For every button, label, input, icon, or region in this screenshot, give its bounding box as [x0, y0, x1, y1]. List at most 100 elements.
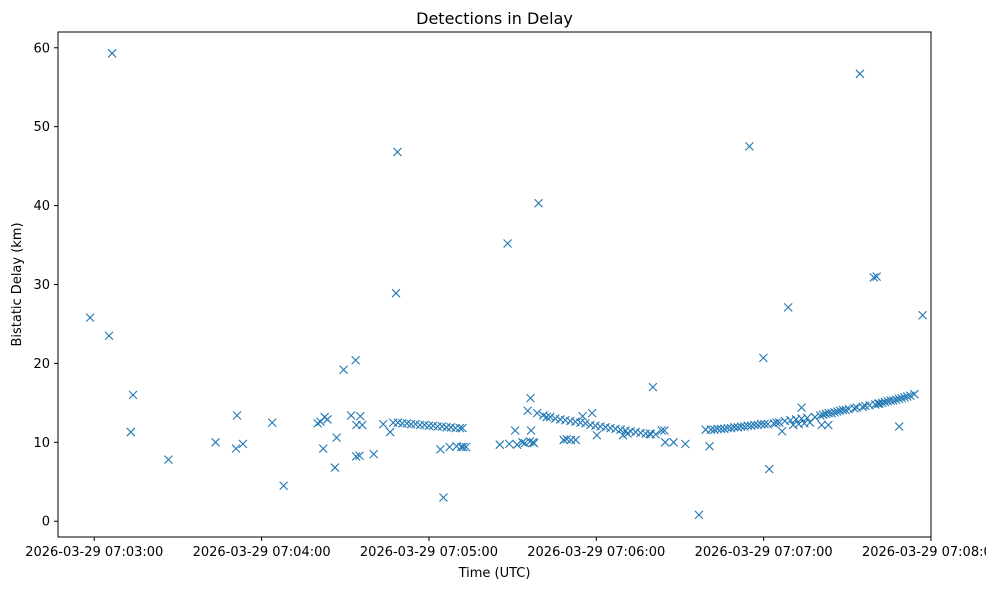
data-point — [318, 444, 328, 454]
data-point — [436, 445, 445, 454]
data-point — [128, 390, 138, 400]
data-point — [542, 412, 552, 422]
y-tick-label: 40 — [33, 199, 50, 214]
data-point — [455, 423, 465, 433]
data-point — [772, 418, 781, 427]
data-point — [764, 464, 774, 474]
data-point — [849, 403, 859, 413]
data-point — [783, 302, 793, 312]
x-tick-label: 2026-03-29 07:06:00 — [527, 545, 665, 560]
data-point — [894, 394, 904, 404]
data-point — [855, 69, 865, 79]
data-point — [369, 449, 379, 459]
data-point — [858, 402, 868, 412]
data-point — [841, 405, 851, 415]
data-point — [817, 420, 827, 430]
data-point — [458, 442, 468, 452]
data-point — [832, 407, 842, 416]
data-point — [705, 441, 714, 451]
data-point — [211, 437, 220, 447]
data-point — [532, 408, 542, 418]
data-point — [823, 420, 833, 430]
data-point — [104, 331, 114, 341]
data-point — [523, 406, 533, 416]
data-point — [398, 418, 407, 428]
data-point — [545, 412, 555, 422]
data-point — [815, 411, 825, 420]
data-point — [869, 273, 879, 282]
data-point — [503, 239, 512, 248]
data-point — [279, 481, 289, 491]
data-point — [518, 437, 527, 447]
data-point — [758, 353, 768, 363]
data-point — [330, 463, 340, 472]
data-point — [393, 147, 402, 157]
data-point — [888, 396, 898, 405]
x-axis: 2026-03-29 07:03:00 2026-03-29 07:04:00 20… — [25, 537, 986, 560]
data-point — [512, 440, 522, 450]
y-tick-label: 10 — [33, 436, 50, 451]
data-point — [680, 439, 690, 449]
data-point — [451, 423, 460, 433]
y-axis: 0 10 20 30 40 50 60 — [33, 41, 58, 530]
data-point — [900, 392, 909, 402]
x-tick-label: 2026-03-29 07:07:00 — [695, 545, 833, 560]
data-point — [797, 403, 806, 412]
data-point — [880, 397, 890, 407]
data-point — [126, 427, 136, 437]
data-point — [581, 418, 590, 428]
x-tick-label: 2026-03-29 07:04:00 — [193, 545, 331, 560]
data-point — [875, 399, 884, 409]
data-point — [355, 411, 365, 421]
data-point — [332, 433, 342, 442]
data-point — [578, 411, 588, 421]
y-axis-label: Bistatic Delay (km) — [10, 222, 25, 346]
data-point — [657, 426, 666, 435]
data-point — [918, 310, 928, 320]
data-point — [694, 510, 704, 520]
data-point — [830, 407, 839, 417]
data-point — [526, 426, 536, 435]
y-tick-label: 60 — [33, 41, 50, 56]
data-point — [909, 389, 919, 399]
data-point — [713, 424, 723, 434]
data-point — [571, 435, 581, 445]
data-point — [461, 442, 471, 452]
data-point — [415, 420, 425, 430]
data-point — [592, 430, 602, 440]
x-tick-label: 2026-03-29 07:08:00 — [862, 545, 986, 560]
data-point — [339, 365, 348, 375]
data-point — [346, 411, 356, 420]
y-tick-label: 30 — [33, 278, 50, 293]
data-point — [810, 412, 820, 422]
data-point — [648, 382, 658, 392]
data-point — [495, 440, 505, 450]
data-point — [510, 426, 520, 435]
data-point — [351, 452, 361, 461]
data-point — [445, 442, 454, 452]
data-point — [669, 437, 678, 447]
data-point — [406, 419, 416, 429]
data-point — [385, 427, 395, 437]
data-point — [231, 444, 241, 454]
data-point — [760, 419, 769, 429]
data-point — [85, 313, 95, 323]
data-point — [587, 408, 597, 418]
data-point — [774, 418, 784, 427]
data-point — [391, 288, 401, 298]
data-point — [424, 421, 434, 431]
y-tick-label: 50 — [33, 120, 50, 135]
data-point — [660, 437, 670, 447]
data-point — [357, 420, 367, 430]
data-point — [902, 392, 912, 401]
data-point — [232, 411, 242, 420]
data-point — [267, 418, 277, 427]
data-point — [439, 493, 448, 502]
data-point — [777, 426, 787, 436]
chart-title: Detections in Delay — [416, 9, 573, 28]
y-tick-label: 0 — [42, 515, 50, 530]
data-point — [894, 422, 904, 431]
data-point — [818, 410, 828, 420]
data-point — [559, 435, 569, 445]
